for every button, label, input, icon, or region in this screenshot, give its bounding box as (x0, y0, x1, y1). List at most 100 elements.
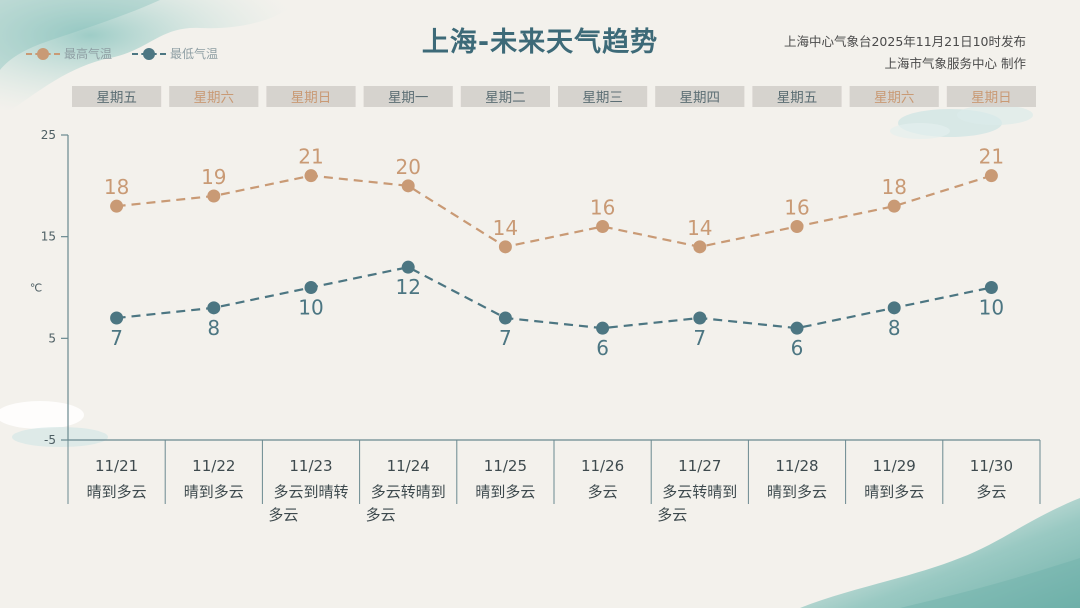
low-temp-label: 10 (298, 296, 323, 320)
high-temp-label: 18 (104, 175, 129, 199)
y-tick-label: 25 (41, 128, 56, 142)
high-temp-point (596, 220, 610, 233)
low-temp-label: 8 (207, 316, 220, 340)
high-temp-label: 20 (395, 155, 420, 179)
low-temp-point (110, 311, 124, 325)
date-label: 11/27 (678, 457, 721, 475)
y-tick-label: 15 (41, 230, 56, 244)
page-title: 上海-未来天气趋势 (421, 27, 659, 58)
weather-label: 多云到晴转 (273, 483, 348, 501)
legend-high: 最高气温 (26, 45, 112, 62)
weekday-label: 星期四 (680, 90, 721, 106)
weekday-box (946, 86, 1036, 107)
unit-label: ℃ (30, 282, 42, 295)
y-tick-label: -5 (44, 433, 56, 447)
weekday-box (460, 86, 550, 107)
high-temp-label: 18 (881, 175, 906, 199)
weather-label: 多云转晴到 (371, 483, 446, 501)
low-temp-point (498, 311, 512, 325)
low-temp-label: 8 (888, 316, 901, 340)
high-temp-point (498, 240, 512, 254)
high-temp-point (790, 220, 804, 233)
low-temp-point (207, 301, 221, 315)
high-temp-point (110, 199, 124, 213)
legend-high-label: 最高气温 (64, 47, 113, 61)
high-temp-point (984, 169, 998, 183)
weather-label: 晴到多云 (475, 483, 535, 501)
weather-label: 多云 (657, 506, 687, 524)
high-temp-line (116, 174, 992, 249)
low-temp-label: 7 (110, 326, 123, 350)
weekday-box (558, 86, 648, 107)
weekday-box (72, 86, 162, 107)
weather-label: 多云 (588, 483, 618, 501)
high-temp-label: 16 (784, 196, 809, 220)
weekday-box (849, 86, 939, 107)
weather-label: 多云 (976, 483, 1006, 501)
weekday-box (752, 86, 842, 107)
weekday-label: 星期五 (96, 90, 137, 106)
legend-low-marker (132, 47, 167, 61)
producer-text: 上海市气象服务中心 制作 (884, 56, 1026, 71)
legend-low: 最低气温 (132, 45, 218, 62)
issuer-text: 上海中心气象台2025年11月21日10时发布 (783, 34, 1026, 49)
weather-label: 多云 (268, 506, 298, 524)
high-temp-label: 14 (493, 216, 518, 240)
high-temp-label: 14 (687, 216, 712, 240)
weekday-box (655, 86, 745, 107)
legend-high-marker (26, 47, 60, 61)
high-temp-point (693, 240, 707, 254)
date-label: 11/21 (95, 457, 138, 475)
low-temp-point (304, 281, 318, 294)
date-label: 11/26 (581, 457, 624, 475)
weather-label: 多云 (366, 506, 396, 524)
high-temp-point (207, 189, 221, 203)
weekday-box (266, 86, 356, 107)
date-label: 11/30 (970, 457, 1013, 475)
low-temp-label: 7 (693, 326, 706, 350)
high-temp-label: 19 (201, 165, 226, 189)
low-temp-label: 7 (499, 326, 512, 350)
low-temp-label: 10 (979, 296, 1004, 320)
low-temp-point (401, 260, 415, 274)
weather-label: 晴到多云 (767, 483, 827, 501)
date-label: 11/29 (873, 457, 916, 475)
weekday-label: 星期五 (777, 90, 818, 106)
low-temp-line (116, 266, 992, 330)
date-label: 11/28 (775, 457, 818, 475)
weekday-label: 星期日 (291, 90, 332, 106)
date-label: 11/24 (387, 457, 430, 475)
high-temp-label: 21 (979, 145, 1004, 169)
weekday-label: 星期六 (874, 90, 915, 106)
low-temp-point (887, 301, 901, 315)
high-temp-label: 16 (590, 196, 615, 220)
low-temp-point (790, 321, 804, 335)
y-tick-label: 5 (48, 331, 56, 345)
weather-label: 晴到多云 (864, 483, 924, 501)
weekday-label: 星期日 (971, 90, 1012, 106)
weather-label: 晴到多云 (184, 483, 244, 501)
weekday-label: 星期三 (582, 90, 623, 106)
low-temp-point (984, 281, 998, 294)
high-temp-point (401, 179, 415, 193)
weather-label: 晴到多云 (87, 483, 147, 501)
legend-low-label: 最低气温 (170, 47, 219, 61)
low-temp-point (693, 311, 707, 325)
weekday-box (169, 86, 259, 107)
weekday-box (363, 86, 453, 107)
date-label: 11/25 (484, 457, 527, 475)
date-label: 11/22 (192, 457, 235, 475)
legend: 最高气温 最低气温 (26, 45, 218, 62)
high-temp-point (887, 199, 901, 213)
low-temp-label: 6 (596, 336, 609, 360)
high-temp-point (304, 169, 318, 183)
weekday-label: 星期二 (485, 90, 526, 106)
weekday-label: 星期六 (194, 90, 235, 106)
low-temp-label: 12 (395, 275, 420, 299)
date-label: 11/23 (289, 457, 332, 475)
high-temp-label: 21 (298, 145, 323, 169)
low-temp-label: 6 (791, 336, 804, 360)
weather-label: 多云转晴到 (662, 483, 737, 501)
weekday-label: 星期一 (388, 90, 429, 106)
